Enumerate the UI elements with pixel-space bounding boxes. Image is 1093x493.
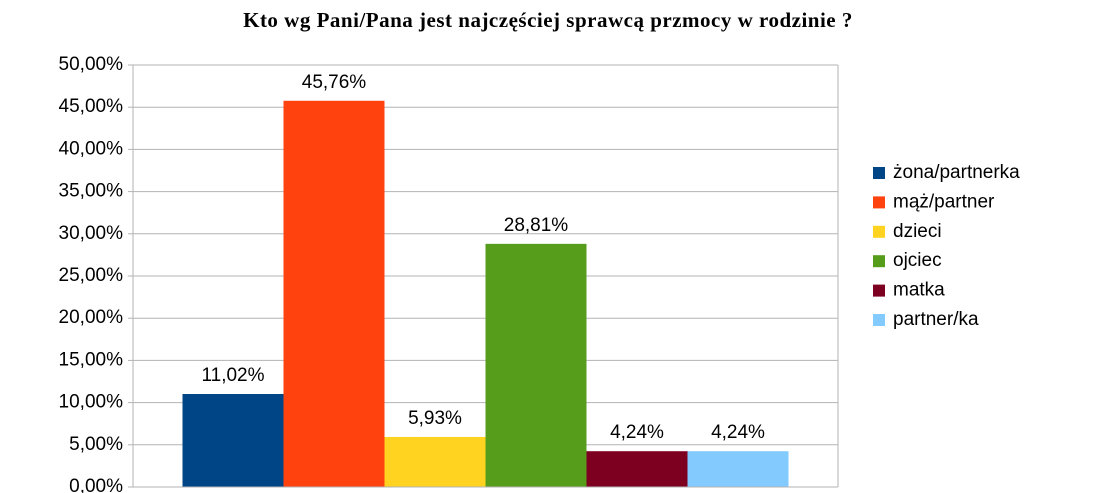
bar [182,393,284,487]
legend-label: żona/partnerka [893,162,1020,183]
bar [687,451,789,487]
data-label: 4,24% [711,422,765,443]
legend-swatch [873,196,885,209]
y-tick-label: 40,00% [59,138,124,159]
legend-label: ojciec [893,250,942,271]
bar [283,100,385,488]
data-label: 45,76% [302,72,367,93]
bar [384,436,486,487]
data-label: 11,02% [201,365,264,386]
legend-swatch [873,225,885,238]
chart-title: Kto wg Pani/Pana jest najczęściej sprawc… [243,8,853,32]
y-tick-label: 45,00% [59,96,124,117]
y-tick-label: 35,00% [59,181,124,202]
bar [485,243,587,487]
y-tick-label: 20,00% [59,307,124,328]
y-tick-label: 30,00% [59,223,124,244]
legend-swatch [873,255,885,268]
data-label: 5,93% [408,408,462,429]
legend-label: mąż/partner [893,191,995,212]
data-label: 28,81% [504,215,569,236]
legend-swatch [873,284,885,297]
y-tick-label: 50,00% [59,54,124,75]
legend-swatch [873,167,885,179]
legend-label: dzieci [893,221,942,242]
data-label: 4,24% [610,422,664,443]
legend-label: matka [893,280,945,301]
y-tick-label: 0,00% [69,476,123,493]
legend-label: partner/ka [893,309,979,330]
legend-swatch [873,314,885,326]
y-tick-label: 10,00% [59,392,124,413]
bar [586,451,688,487]
y-tick-label: 5,00% [69,434,123,455]
y-tick-label: 25,00% [59,265,124,286]
y-tick-label: 15,00% [59,349,124,370]
